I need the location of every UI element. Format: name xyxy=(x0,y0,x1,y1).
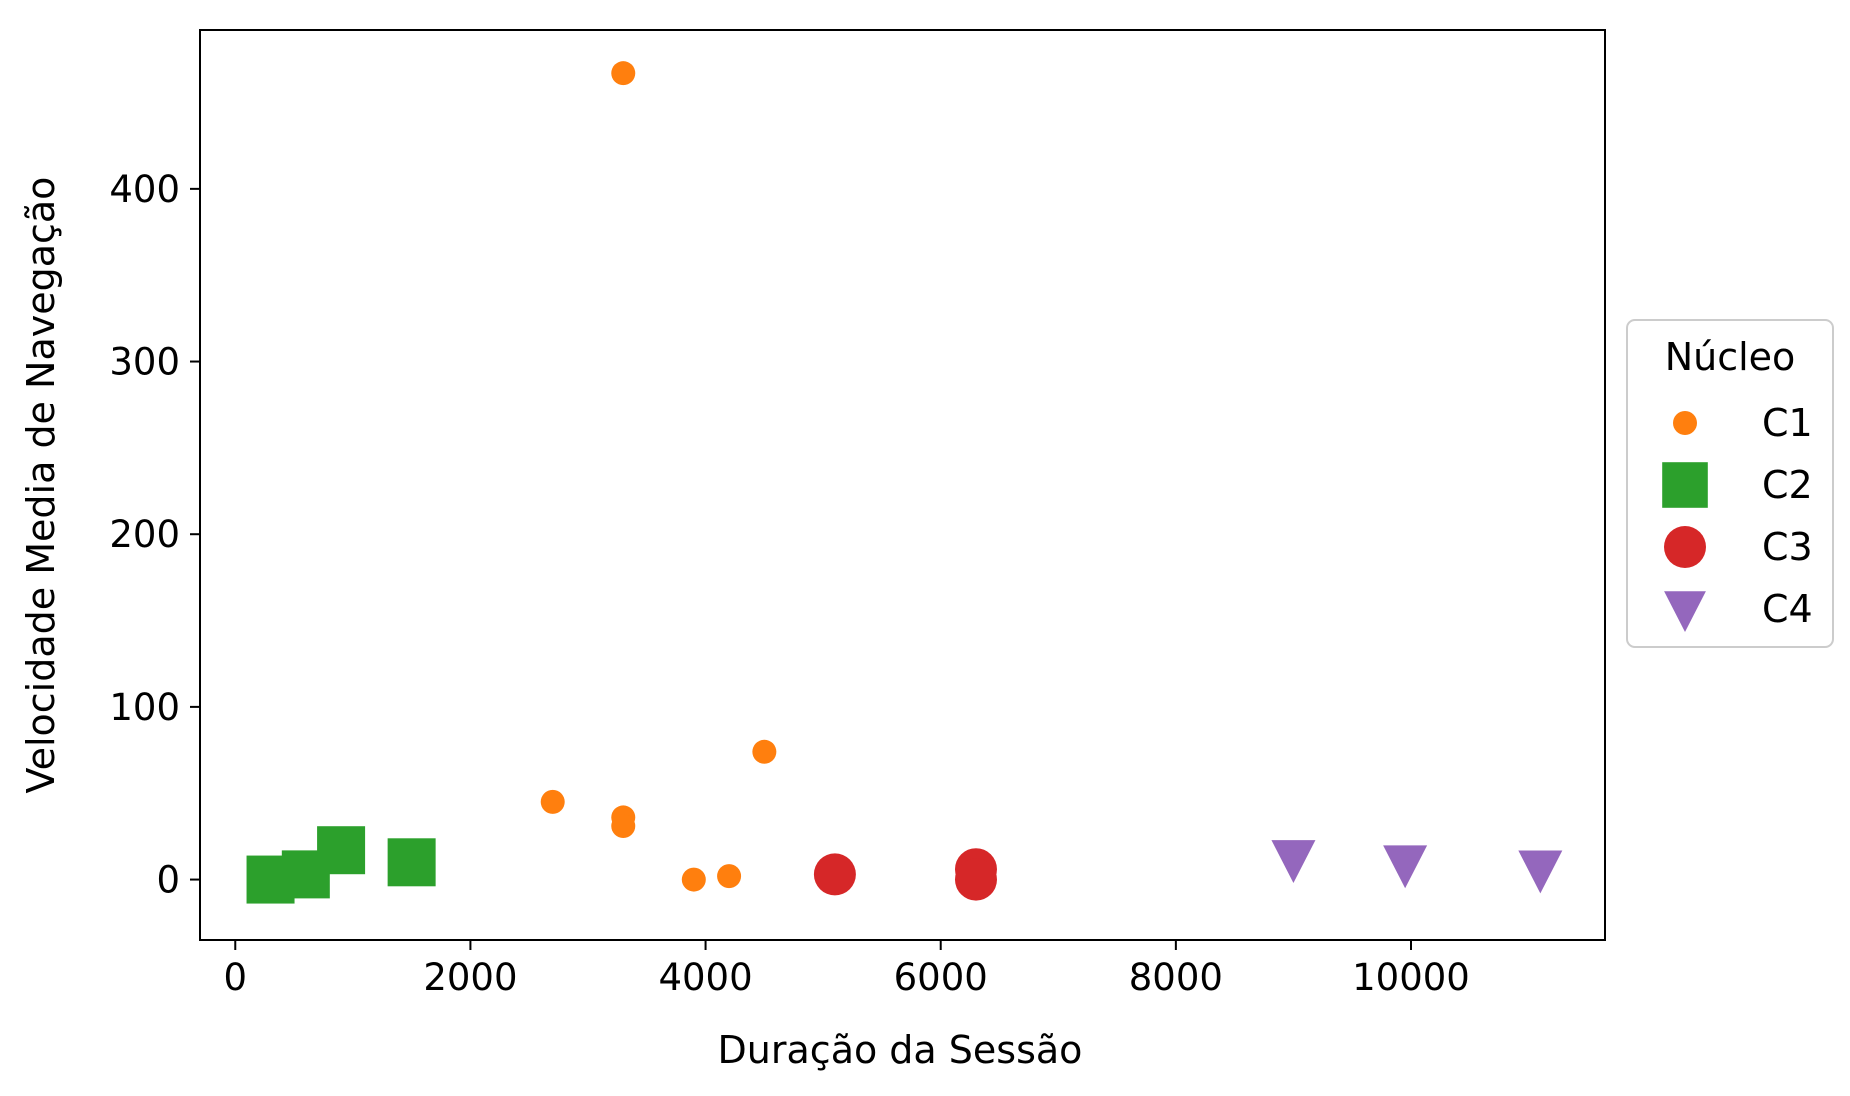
data-point-c2 xyxy=(317,826,366,875)
data-point-c2 xyxy=(387,838,436,887)
x-tick-label: 8000 xyxy=(1129,956,1223,999)
y-tick-label: 0 xyxy=(156,859,180,902)
data-points xyxy=(246,61,1563,904)
data-point-c1 xyxy=(611,61,636,86)
data-point-c1 xyxy=(681,867,706,892)
data-point-c1 xyxy=(717,864,742,889)
legend: Núcleo C1 C2 C3 C4 xyxy=(1626,319,1834,648)
legend-entries: C1 C2 C3 C4 xyxy=(1662,401,1813,632)
axes: 0 2000 4000 6000 8000 10000 0 100 200 300 400 xyxy=(109,29,1606,999)
data-point-c3 xyxy=(813,853,856,896)
y-tick-label: 400 xyxy=(109,168,180,211)
data-point-c1 xyxy=(752,739,777,764)
data-point-c1 xyxy=(540,789,565,814)
plot-area xyxy=(200,30,1605,940)
x-tick-label: 0 xyxy=(223,956,247,999)
x-tick-label: 4000 xyxy=(658,956,752,999)
x-tick-label: 10000 xyxy=(1352,956,1470,999)
data-point-c1 xyxy=(611,814,636,839)
data-point-c4 xyxy=(1518,850,1563,894)
data-point-c4 xyxy=(1383,845,1428,889)
legend-marker-c1 xyxy=(1673,411,1697,435)
y-tick-label: 200 xyxy=(109,513,180,556)
legend-marker-c4 xyxy=(1664,591,1706,632)
legend-title: Núcleo xyxy=(1665,335,1796,379)
legend-label-c1: C1 xyxy=(1762,401,1813,445)
y-tick-label: 300 xyxy=(109,341,180,384)
legend-marker-c2 xyxy=(1662,462,1708,508)
x-tick-label: 6000 xyxy=(894,956,988,999)
x-axis-label: Duração da Sessão xyxy=(718,1028,1083,1072)
axes-frame xyxy=(199,29,1606,941)
legend-label-c2: C2 xyxy=(1762,463,1813,507)
legend-label-c3: C3 xyxy=(1762,525,1813,569)
legend-label-c4: C4 xyxy=(1762,587,1813,631)
legend-marker-c3 xyxy=(1664,526,1706,568)
y-tick-label: 100 xyxy=(109,686,180,729)
plot-background xyxy=(200,30,1605,940)
x-tick-label: 2000 xyxy=(423,956,517,999)
data-point-c3 xyxy=(954,858,997,901)
y-axis-label: Velocidade Media de Navegação xyxy=(19,177,63,794)
data-point-c4 xyxy=(1271,840,1316,884)
